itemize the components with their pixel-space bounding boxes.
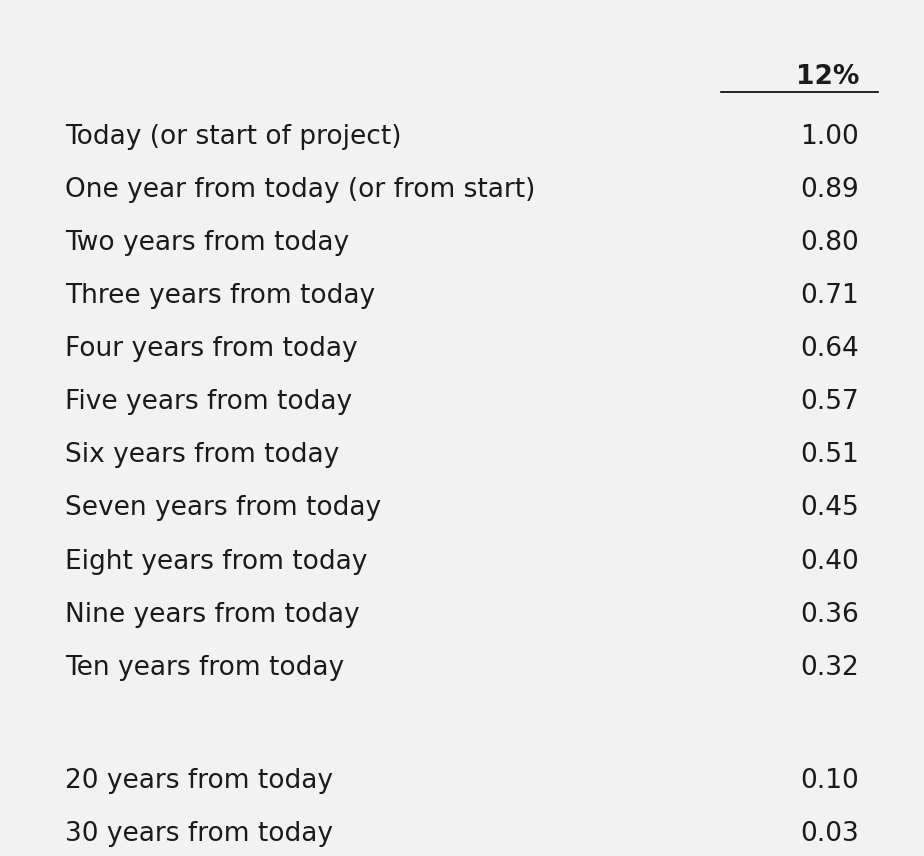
Text: 0.57: 0.57 <box>800 389 859 415</box>
Text: 0.40: 0.40 <box>800 549 859 574</box>
Text: Nine years from today: Nine years from today <box>65 602 359 627</box>
Text: Four years from today: Four years from today <box>65 336 358 362</box>
Text: 0.36: 0.36 <box>800 602 859 627</box>
Text: 0.45: 0.45 <box>800 496 859 521</box>
Text: 0.32: 0.32 <box>800 655 859 681</box>
Text: 20 years from today: 20 years from today <box>65 768 333 794</box>
Text: 0.64: 0.64 <box>800 336 859 362</box>
Text: 12%: 12% <box>796 64 859 90</box>
Text: Today (or start of project): Today (or start of project) <box>65 124 401 150</box>
Text: 0.89: 0.89 <box>800 177 859 203</box>
Text: Ten years from today: Ten years from today <box>65 655 344 681</box>
Text: Two years from today: Two years from today <box>65 230 348 256</box>
Text: 0.80: 0.80 <box>800 230 859 256</box>
Text: 0.71: 0.71 <box>800 283 859 309</box>
Text: 30 years from today: 30 years from today <box>65 821 333 847</box>
Text: 0.03: 0.03 <box>800 821 859 847</box>
Text: Eight years from today: Eight years from today <box>65 549 367 574</box>
Text: 1.00: 1.00 <box>800 124 859 150</box>
Text: Five years from today: Five years from today <box>65 389 352 415</box>
Text: One year from today (or from start): One year from today (or from start) <box>65 177 535 203</box>
Text: Three years from today: Three years from today <box>65 283 375 309</box>
Text: Six years from today: Six years from today <box>65 443 339 468</box>
Text: 0.51: 0.51 <box>800 443 859 468</box>
Text: 0.10: 0.10 <box>800 768 859 794</box>
Text: Seven years from today: Seven years from today <box>65 496 381 521</box>
